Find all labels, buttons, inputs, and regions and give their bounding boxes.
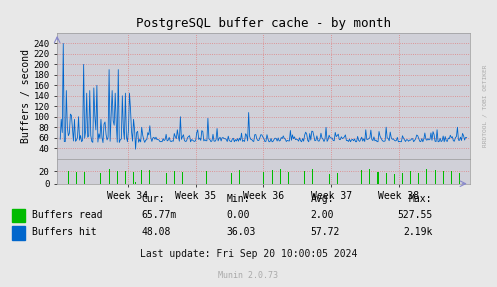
- Text: 2.00: 2.00: [311, 210, 334, 220]
- Text: Max:: Max:: [409, 194, 432, 204]
- Text: Min:: Min:: [226, 194, 249, 204]
- Bar: [108, 169, 110, 184]
- Bar: [149, 170, 151, 184]
- Text: Avg:: Avg:: [311, 194, 334, 204]
- Text: Last update: Fri Sep 20 10:00:05 2024: Last update: Fri Sep 20 10:00:05 2024: [140, 249, 357, 259]
- Text: Buffers hit: Buffers hit: [32, 227, 97, 237]
- Bar: [263, 172, 264, 184]
- Text: 57.72: 57.72: [311, 227, 340, 237]
- Bar: [459, 173, 460, 184]
- Bar: [402, 173, 403, 184]
- Bar: [174, 171, 175, 184]
- Bar: [84, 172, 85, 184]
- Bar: [394, 174, 395, 184]
- Text: 48.08: 48.08: [142, 227, 171, 237]
- Bar: [369, 169, 370, 184]
- Bar: [434, 170, 435, 184]
- Bar: [418, 173, 419, 184]
- Text: Munin 2.0.73: Munin 2.0.73: [219, 272, 278, 280]
- Bar: [451, 171, 452, 184]
- Bar: [76, 172, 77, 184]
- Bar: [410, 171, 411, 184]
- Title: PostgreSQL buffer cache - by month: PostgreSQL buffer cache - by month: [136, 18, 391, 30]
- Text: 65.77m: 65.77m: [142, 210, 177, 220]
- Bar: [361, 170, 362, 184]
- Text: Cur:: Cur:: [142, 194, 165, 204]
- Text: Buffers read: Buffers read: [32, 210, 103, 220]
- Bar: [271, 170, 272, 184]
- Bar: [206, 170, 207, 184]
- Bar: [125, 171, 126, 184]
- Text: RRDTOOL / TOBI OETIKER: RRDTOOL / TOBI OETIKER: [482, 65, 487, 148]
- Bar: [68, 171, 69, 184]
- Bar: [280, 169, 281, 184]
- Bar: [100, 173, 101, 184]
- Bar: [135, 183, 136, 184]
- Bar: [288, 172, 289, 184]
- Bar: [133, 172, 134, 184]
- Bar: [182, 172, 183, 184]
- Bar: [239, 170, 240, 184]
- Bar: [329, 174, 330, 184]
- Bar: [141, 170, 142, 184]
- Bar: [231, 173, 232, 184]
- Y-axis label: Buffers / second: Buffers / second: [20, 49, 31, 143]
- Bar: [378, 172, 379, 184]
- Bar: [312, 169, 313, 184]
- Bar: [304, 171, 305, 184]
- Bar: [337, 173, 338, 184]
- Bar: [117, 171, 118, 184]
- Text: 36.03: 36.03: [226, 227, 255, 237]
- Text: 0.00: 0.00: [226, 210, 249, 220]
- Bar: [443, 171, 444, 184]
- Bar: [386, 172, 387, 184]
- Text: 527.55: 527.55: [397, 210, 432, 220]
- Text: 2.19k: 2.19k: [403, 227, 432, 237]
- Bar: [426, 169, 427, 184]
